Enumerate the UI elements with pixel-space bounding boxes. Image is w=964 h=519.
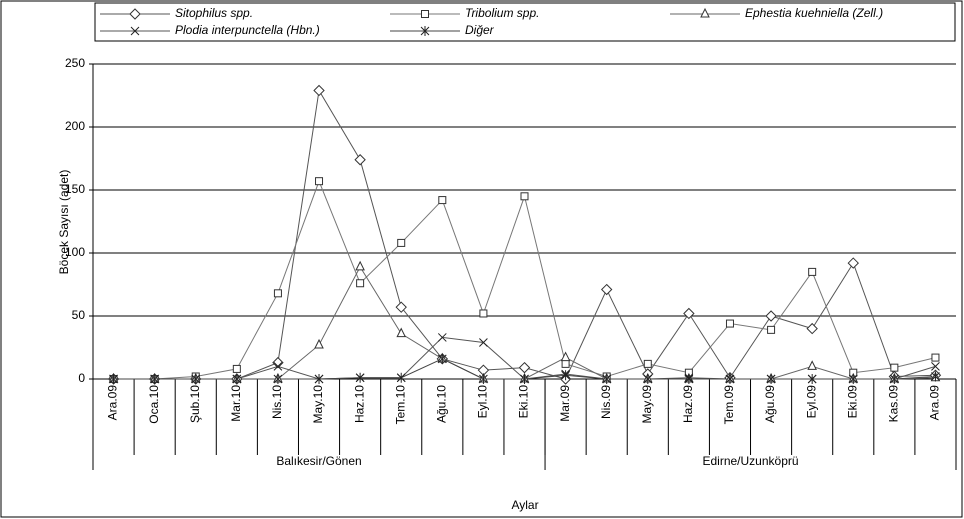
marker <box>232 364 241 373</box>
marker <box>191 374 201 384</box>
marker <box>273 374 283 384</box>
marker <box>273 289 282 298</box>
x-tick-label: Mar.10 <box>229 385 243 422</box>
marker <box>600 283 613 296</box>
marker <box>109 374 118 384</box>
marker <box>561 359 570 368</box>
marker <box>602 374 612 384</box>
marker <box>765 310 777 322</box>
x-tick-label: Ağu.09 <box>763 385 777 423</box>
marker <box>437 333 447 342</box>
y-tick-label: 50 <box>72 308 86 322</box>
marker <box>643 374 653 384</box>
legend-label: Plodia interpunctella (Hbn.) <box>175 23 320 37</box>
marker <box>354 154 366 166</box>
x-tick-label: Kas.09 <box>887 385 901 423</box>
marker <box>437 353 447 364</box>
x-tick-label: Ara.09 <box>106 385 120 421</box>
marker <box>130 26 140 36</box>
x-tick-label: Ara.09 <box>928 385 942 421</box>
marker <box>806 322 818 335</box>
marker <box>396 372 406 383</box>
marker <box>355 372 365 383</box>
marker <box>315 177 324 186</box>
marker <box>273 362 283 371</box>
marker <box>479 374 488 384</box>
x-tick-label: Eyl.09 <box>804 385 818 419</box>
marker <box>847 257 859 269</box>
x-tick-label: Haz.09 <box>681 385 695 423</box>
y-tick-label: 150 <box>65 182 85 196</box>
marker <box>931 362 940 371</box>
marker <box>314 374 324 384</box>
legend-label: Sitophilus spp. <box>175 6 253 20</box>
marker <box>767 325 776 334</box>
marker <box>700 7 710 18</box>
marker <box>150 374 159 384</box>
marker <box>807 360 817 370</box>
x-tick-label: Eki.10 <box>517 385 531 419</box>
x-tick-label: May.10 <box>311 385 325 424</box>
x-tick-label: Haz.10 <box>352 385 366 423</box>
marker <box>438 196 447 205</box>
x-tick-label: Tem.10 <box>393 385 407 425</box>
marker <box>931 353 940 362</box>
group-label: Balıkesir/Gönen <box>276 454 361 468</box>
legend-box <box>94 2 956 42</box>
x-tick-label: Mar.09 <box>558 385 572 422</box>
marker <box>356 279 365 288</box>
legend-label: Diğer <box>465 23 495 37</box>
marker <box>808 267 817 276</box>
y-axis-title: Böcek Sayısı (adet) <box>57 170 71 275</box>
marker <box>684 374 694 384</box>
marker <box>314 338 324 349</box>
marker <box>479 309 488 318</box>
marker <box>725 374 735 384</box>
marker <box>520 192 529 201</box>
marker <box>890 374 899 384</box>
marker <box>561 370 570 381</box>
marker <box>807 374 817 384</box>
marker <box>725 319 734 328</box>
legend-label: Tribolium spp. <box>465 6 539 20</box>
x-tick-label: Nis.09 <box>599 385 613 419</box>
marker <box>355 260 365 271</box>
x-tick-label: Eki.09 <box>845 385 859 419</box>
marker <box>395 301 407 313</box>
x-tick-label: Eyl.10 <box>476 385 490 419</box>
marker <box>232 374 242 384</box>
marker <box>397 238 406 247</box>
marker <box>518 361 531 374</box>
marker <box>890 363 899 372</box>
marker <box>420 26 430 36</box>
marker <box>848 374 858 384</box>
marker <box>421 10 429 18</box>
x-tick-label: Tem.09 <box>722 385 736 425</box>
x-tick-label: Nis.10 <box>270 385 284 419</box>
marker <box>766 374 776 384</box>
marker <box>479 338 488 347</box>
legend-label: Ephestia kuehniella (Zell.) <box>745 6 883 20</box>
marker <box>931 371 940 382</box>
x-tick-label: Şub.10 <box>188 385 202 423</box>
marker <box>313 84 325 97</box>
x-axis-title: Aylar <box>511 498 538 512</box>
y-tick-label: 200 <box>65 119 85 133</box>
group-label: Edirne/Uzunköprü <box>702 454 798 468</box>
marker <box>683 307 695 320</box>
marker <box>396 327 407 338</box>
marker <box>129 8 141 20</box>
marker <box>560 351 571 362</box>
marker <box>272 356 284 369</box>
x-tick-label: Oca.10 <box>147 385 161 424</box>
marker <box>643 359 652 368</box>
x-tick-label: Ağu.10 <box>434 385 448 423</box>
y-tick-label: 100 <box>65 245 85 259</box>
marker <box>520 374 529 384</box>
x-tick-label: May.09 <box>640 385 654 424</box>
y-tick-label: 0 <box>78 371 85 385</box>
y-tick-label: 250 <box>65 56 85 70</box>
